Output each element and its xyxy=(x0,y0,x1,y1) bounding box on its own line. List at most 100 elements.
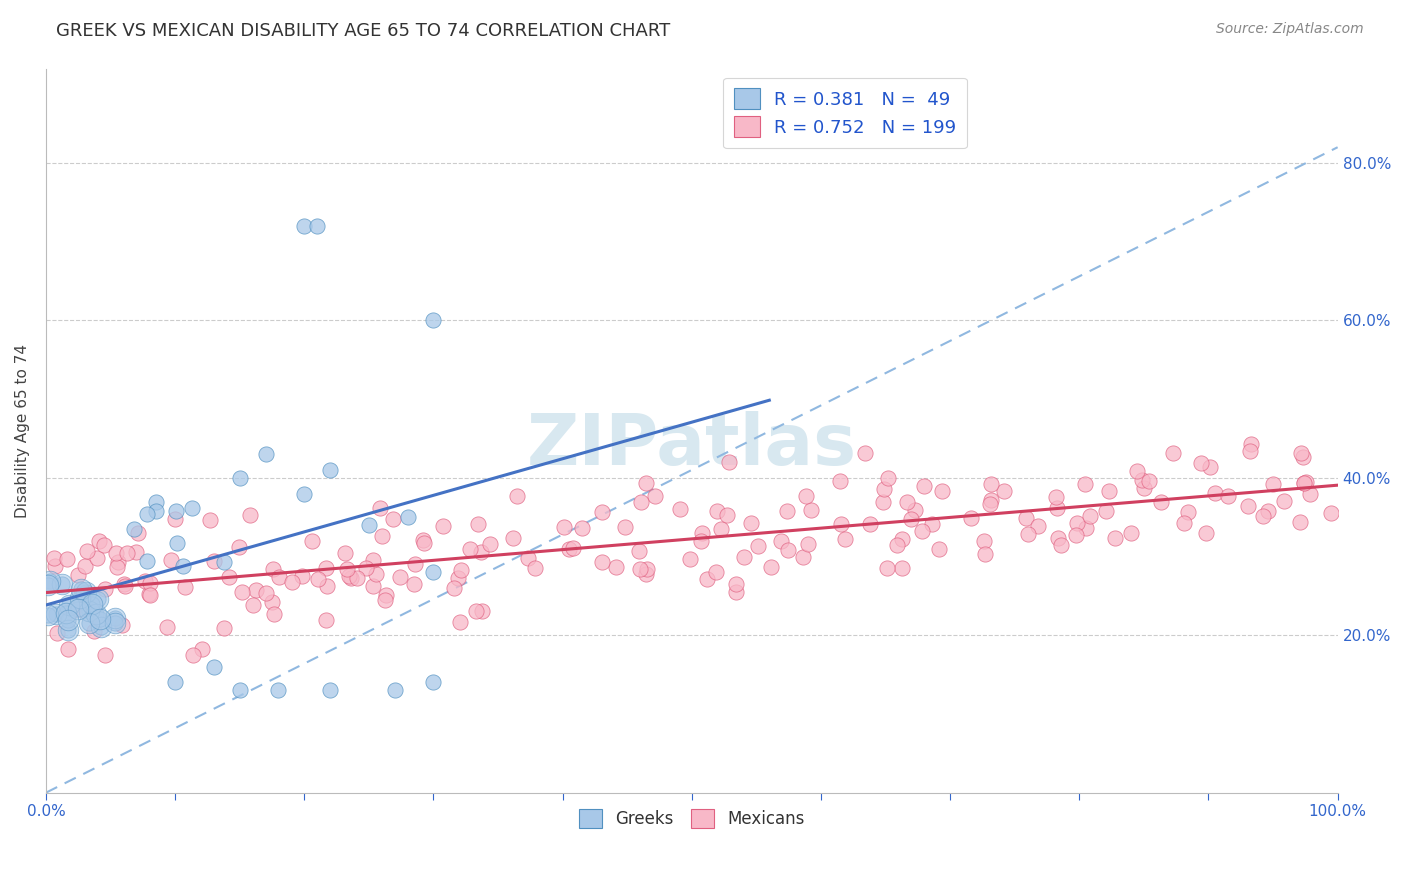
Point xyxy=(45,607,67,621)
Point xyxy=(291,569,314,583)
Point xyxy=(993,483,1015,498)
Point xyxy=(374,593,396,607)
Point xyxy=(853,446,876,460)
Point xyxy=(467,516,489,531)
Point xyxy=(364,566,387,581)
Point xyxy=(242,598,264,612)
Point xyxy=(506,489,529,503)
Point xyxy=(174,580,197,594)
Point xyxy=(73,559,96,574)
Point xyxy=(432,519,454,533)
Point xyxy=(127,525,149,540)
Point xyxy=(90,619,112,633)
Point xyxy=(368,500,391,515)
Point xyxy=(716,508,738,522)
Point xyxy=(402,577,425,591)
Point xyxy=(890,532,912,546)
Point xyxy=(876,561,898,575)
Point xyxy=(56,642,79,657)
Point xyxy=(375,588,398,602)
Point xyxy=(315,560,337,574)
Point xyxy=(166,536,188,550)
Point xyxy=(830,517,852,532)
Point xyxy=(67,602,90,616)
Point xyxy=(105,560,128,574)
Point xyxy=(56,552,79,566)
Point xyxy=(58,599,80,613)
Point xyxy=(696,572,718,586)
Point xyxy=(886,538,908,552)
Point xyxy=(200,513,222,527)
Point xyxy=(231,585,253,599)
Point xyxy=(1272,494,1295,508)
Point xyxy=(319,683,342,698)
Point xyxy=(1121,525,1143,540)
Point xyxy=(361,579,384,593)
Point xyxy=(89,533,111,548)
Point xyxy=(84,607,107,622)
Point xyxy=(479,537,502,551)
Point xyxy=(669,502,692,516)
Point xyxy=(269,569,291,583)
Point xyxy=(449,615,471,630)
Point xyxy=(218,570,240,584)
Point xyxy=(413,536,436,550)
Point xyxy=(263,607,285,621)
Point xyxy=(86,551,108,566)
Point xyxy=(1064,528,1087,542)
Point xyxy=(263,561,285,575)
Point xyxy=(37,578,59,592)
Point xyxy=(1236,499,1258,513)
Point xyxy=(79,615,101,630)
Point xyxy=(181,648,204,662)
Point xyxy=(45,626,67,640)
Point xyxy=(634,475,657,490)
Point xyxy=(1080,509,1102,524)
Point xyxy=(1239,444,1261,458)
Point xyxy=(254,447,277,461)
Point xyxy=(145,495,167,509)
Point xyxy=(94,582,117,597)
Point xyxy=(1076,521,1098,535)
Point xyxy=(340,571,363,585)
Point xyxy=(104,611,127,625)
Point xyxy=(62,602,84,616)
Point xyxy=(83,624,105,639)
Point xyxy=(1216,489,1239,503)
Point xyxy=(800,502,823,516)
Point xyxy=(202,554,225,568)
Point xyxy=(1198,459,1220,474)
Point xyxy=(630,494,652,508)
Point xyxy=(254,586,277,600)
Point xyxy=(67,602,90,616)
Point xyxy=(690,533,713,548)
Point xyxy=(45,607,67,621)
Point xyxy=(1149,494,1171,508)
Point xyxy=(1299,487,1322,501)
Point xyxy=(1137,474,1160,488)
Point xyxy=(973,533,995,548)
Point xyxy=(794,489,817,503)
Point xyxy=(145,504,167,518)
Point xyxy=(316,579,339,593)
Point xyxy=(523,561,546,575)
Point xyxy=(67,568,90,582)
Point xyxy=(1046,500,1069,515)
Point xyxy=(690,526,713,541)
Point xyxy=(1292,476,1315,491)
Point xyxy=(58,599,80,613)
Point xyxy=(1095,504,1118,518)
Point xyxy=(1189,456,1212,470)
Point xyxy=(389,569,412,583)
Y-axis label: Disability Age 65 to 74: Disability Age 65 to 74 xyxy=(15,343,30,517)
Point xyxy=(859,516,882,531)
Point xyxy=(51,576,73,591)
Text: ZIPatlas: ZIPatlas xyxy=(527,410,856,480)
Point xyxy=(180,501,202,516)
Point xyxy=(135,508,157,522)
Point xyxy=(292,486,315,500)
Point xyxy=(336,562,359,576)
Point xyxy=(301,534,323,549)
Point xyxy=(191,641,214,656)
Point xyxy=(89,612,111,626)
